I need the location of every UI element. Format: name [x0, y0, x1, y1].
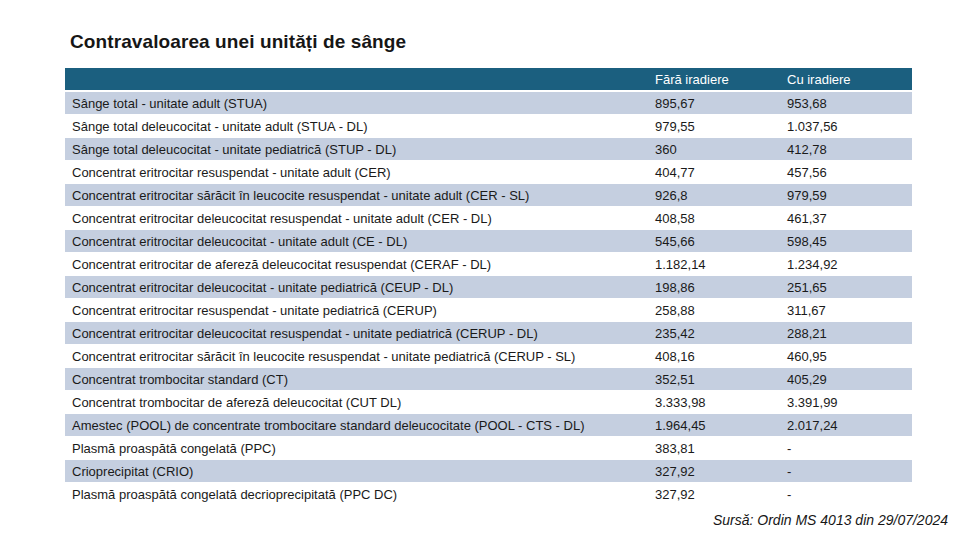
price-with-irradiation-cell: 953,68: [777, 91, 912, 115]
price-without-irradiation-cell: 926,8: [645, 184, 777, 207]
price-with-irradiation-cell: 598,45: [777, 230, 912, 253]
table-row: Sânge total deleucocitat - unitate pedia…: [65, 138, 912, 161]
price-with-irradiation-cell: 1.037,56: [777, 115, 912, 138]
price-with-irradiation-cell: 1.234,92: [777, 253, 912, 276]
col-header-product: [65, 68, 645, 91]
product-name-cell: Amestec (POOL) de concentrate trombocita…: [65, 414, 645, 437]
price-with-irradiation-cell: -: [777, 437, 912, 460]
page-title: Contravaloarea unei unități de sânge: [70, 31, 406, 53]
price-without-irradiation-cell: 198,86: [645, 276, 777, 299]
table-row: Concentrat eritrocitar deleucocitat resu…: [65, 322, 912, 345]
col-header-without-irradiation: Fără iradiere: [645, 68, 777, 91]
table-row: Concentrat eritrocitar de afereză deleuc…: [65, 253, 912, 276]
price-without-irradiation-cell: 258,88: [645, 299, 777, 322]
price-without-irradiation-cell: 895,67: [645, 91, 777, 115]
product-name-cell: Concentrat eritrocitar deleucocitat resu…: [65, 207, 645, 230]
price-without-irradiation-cell: 545,66: [645, 230, 777, 253]
price-with-irradiation-cell: 457,56: [777, 161, 912, 184]
table-row: Concentrat eritrocitar resuspendat - uni…: [65, 299, 912, 322]
price-without-irradiation-cell: 1.182,14: [645, 253, 777, 276]
price-with-irradiation-cell: 251,65: [777, 276, 912, 299]
price-with-irradiation-cell: 2.017,24: [777, 414, 912, 437]
product-name-cell: Concentrat eritrocitar resuspendat - uni…: [65, 299, 645, 322]
price-with-irradiation-cell: -: [777, 460, 912, 483]
product-name-cell: Concentrat eritrocitar de afereză deleuc…: [65, 253, 645, 276]
table-row: Concentrat trombocitar standard (CT)352,…: [65, 368, 912, 391]
product-name-cell: Concentrat trombocitar de afereză deleuc…: [65, 391, 645, 414]
table-row: Concentrat eritrocitar sărăcit în leucoc…: [65, 184, 912, 207]
table-header-row: Fără iradiere Cu iradiere: [65, 68, 912, 91]
col-header-with-irradiation: Cu iradiere: [777, 68, 912, 91]
slide: Contravaloarea unei unități de sânge Făr…: [0, 0, 960, 540]
table-row: Plasmă proaspătă congelată (PPC)383,81-: [65, 437, 912, 460]
price-with-irradiation-cell: 3.391,99: [777, 391, 912, 414]
product-name-cell: Concentrat eritrocitar sărăcit în leucoc…: [65, 184, 645, 207]
product-name-cell: Sânge total deleucocitat - unitate adult…: [65, 115, 645, 138]
price-without-irradiation-cell: 235,42: [645, 322, 777, 345]
price-with-irradiation-cell: 979,59: [777, 184, 912, 207]
product-name-cell: Plasmă proaspătă congelată decrioprecipi…: [65, 483, 645, 506]
product-name-cell: Concentrat eritrocitar sărăcit în leucoc…: [65, 345, 645, 368]
product-name-cell: Concentrat trombocitar standard (CT): [65, 368, 645, 391]
price-with-irradiation-cell: -: [777, 483, 912, 506]
price-with-irradiation-cell: 412,78: [777, 138, 912, 161]
product-name-cell: Crioprecipitat (CRIO): [65, 460, 645, 483]
price-without-irradiation-cell: 979,55: [645, 115, 777, 138]
price-without-irradiation-cell: 327,92: [645, 483, 777, 506]
product-name-cell: Plasmă proaspătă congelată (PPC): [65, 437, 645, 460]
price-without-irradiation-cell: 404,77: [645, 161, 777, 184]
price-without-irradiation-cell: 408,58: [645, 207, 777, 230]
table-row: Concentrat eritrocitar deleucocitat - un…: [65, 276, 912, 299]
product-name-cell: Concentrat eritrocitar resuspendat - uni…: [65, 161, 645, 184]
price-without-irradiation-cell: 1.964,45: [645, 414, 777, 437]
table-row: Concentrat eritrocitar sărăcit în leucoc…: [65, 345, 912, 368]
price-with-irradiation-cell: 405,29: [777, 368, 912, 391]
product-name-cell: Concentrat eritrocitar deleucocitat resu…: [65, 322, 645, 345]
table-row: Sânge total - unitate adult (STUA)895,67…: [65, 91, 912, 115]
price-without-irradiation-cell: 408,16: [645, 345, 777, 368]
price-table: Fără iradiere Cu iradiere Sânge total - …: [65, 68, 912, 506]
price-without-irradiation-cell: 3.333,98: [645, 391, 777, 414]
source-note: Sursă: Ordin MS 4013 din 29/07/2024: [713, 512, 948, 528]
price-with-irradiation-cell: 460,95: [777, 345, 912, 368]
table-row: Concentrat eritrocitar resuspendat - uni…: [65, 161, 912, 184]
table-row: Amestec (POOL) de concentrate trombocita…: [65, 414, 912, 437]
product-name-cell: Concentrat eritrocitar deleucocitat - un…: [65, 276, 645, 299]
price-without-irradiation-cell: 360: [645, 138, 777, 161]
price-without-irradiation-cell: 352,51: [645, 368, 777, 391]
price-with-irradiation-cell: 461,37: [777, 207, 912, 230]
price-with-irradiation-cell: 311,67: [777, 299, 912, 322]
product-name-cell: Sânge total deleucocitat - unitate pedia…: [65, 138, 645, 161]
table-row: Concentrat eritrocitar deleucocitat - un…: [65, 230, 912, 253]
table-body: Sânge total - unitate adult (STUA)895,67…: [65, 91, 912, 506]
product-name-cell: Sânge total - unitate adult (STUA): [65, 91, 645, 115]
table-row: Sânge total deleucocitat - unitate adult…: [65, 115, 912, 138]
table-header: Fără iradiere Cu iradiere: [65, 68, 912, 91]
table-row: Concentrat trombocitar de afereză deleuc…: [65, 391, 912, 414]
blood-unit-price-table: Fără iradiere Cu iradiere Sânge total - …: [65, 68, 912, 506]
table-row: Plasmă proaspătă congelată decrioprecipi…: [65, 483, 912, 506]
price-without-irradiation-cell: 327,92: [645, 460, 777, 483]
price-without-irradiation-cell: 383,81: [645, 437, 777, 460]
table-row: Crioprecipitat (CRIO)327,92-: [65, 460, 912, 483]
price-with-irradiation-cell: 288,21: [777, 322, 912, 345]
table-row: Concentrat eritrocitar deleucocitat resu…: [65, 207, 912, 230]
product-name-cell: Concentrat eritrocitar deleucocitat - un…: [65, 230, 645, 253]
